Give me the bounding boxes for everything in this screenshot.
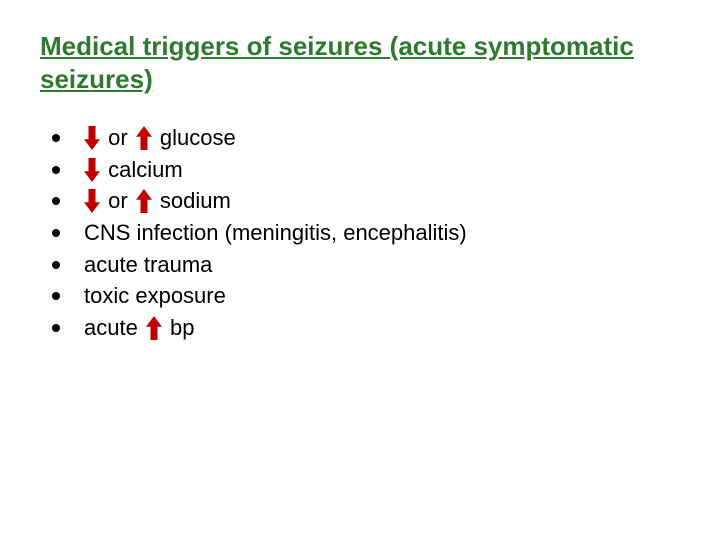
list-item-text: CNS infection (meningitis, encephalitis) [84, 218, 467, 248]
list-item: acute trauma [52, 250, 680, 280]
list-item: or sodium [52, 186, 680, 216]
down-arrow-icon [84, 189, 100, 213]
down-arrow-icon [84, 158, 100, 182]
list-item-text: or [102, 186, 134, 216]
list-item-text: sodium [154, 186, 231, 216]
down-arrow-icon [84, 126, 100, 150]
list-item-text: toxic exposure [84, 281, 226, 311]
list-item-text: or [102, 123, 134, 153]
list-item-text: bp [164, 313, 195, 343]
list-item: acute bp [52, 313, 680, 343]
list-item: calcium [52, 155, 680, 185]
up-arrow-icon [136, 189, 152, 213]
list-item-content: or glucose [84, 123, 236, 153]
list-item-text: acute [84, 313, 144, 343]
bullet-icon [52, 292, 60, 300]
bullet-icon [52, 166, 60, 174]
bullet-list: or glucose calcium or sodiumCNS infectio… [52, 123, 680, 343]
bullet-icon [52, 229, 60, 237]
list-item-content: CNS infection (meningitis, encephalitis) [84, 218, 467, 248]
up-arrow-icon [146, 316, 162, 340]
list-item: or glucose [52, 123, 680, 153]
list-item-content: acute trauma [84, 250, 212, 280]
up-arrow-icon [136, 126, 152, 150]
list-item-text: calcium [102, 155, 183, 185]
list-item-content: calcium [84, 155, 183, 185]
list-item: CNS infection (meningitis, encephalitis) [52, 218, 680, 248]
bullet-icon [52, 197, 60, 205]
list-item-content: or sodium [84, 186, 231, 216]
list-item-text: acute trauma [84, 250, 212, 280]
slide: Medical triggers of seizures (acute symp… [0, 0, 720, 540]
bullet-icon [52, 134, 60, 142]
list-item-text: glucose [154, 123, 236, 153]
bullet-icon [52, 261, 60, 269]
slide-title: Medical triggers of seizures (acute symp… [40, 30, 680, 95]
list-item-content: acute bp [84, 313, 195, 343]
list-item: toxic exposure [52, 281, 680, 311]
bullet-icon [52, 324, 60, 332]
list-item-content: toxic exposure [84, 281, 226, 311]
